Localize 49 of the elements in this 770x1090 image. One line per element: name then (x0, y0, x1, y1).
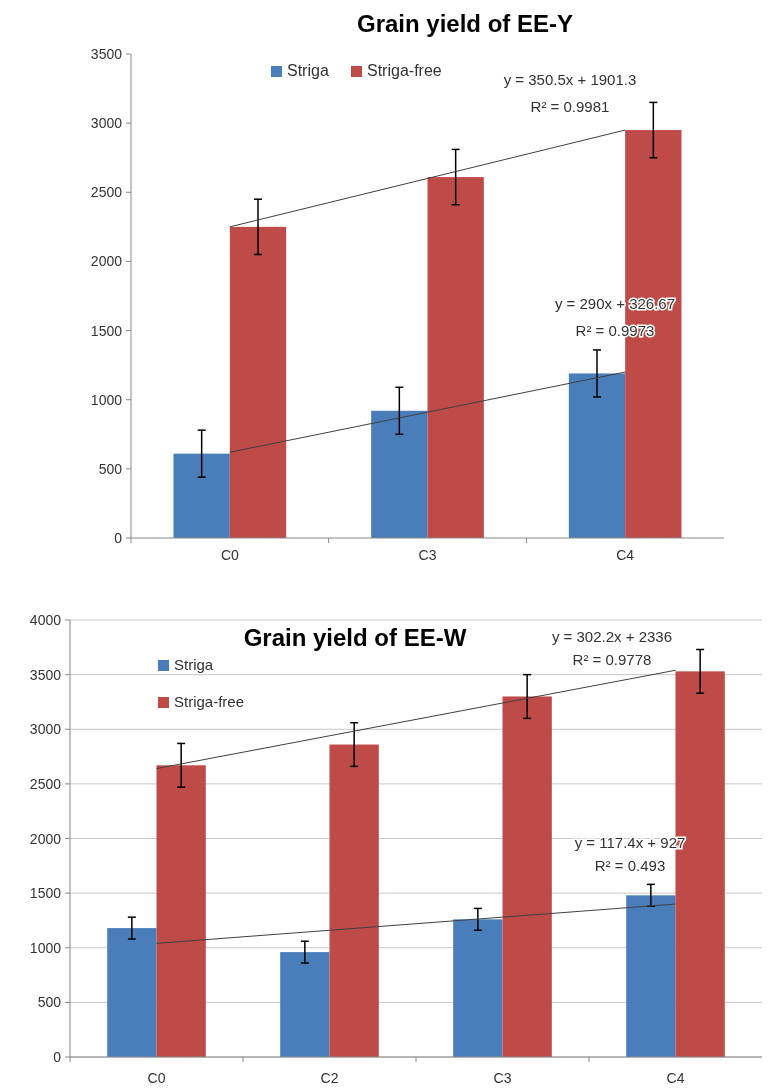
bar (280, 952, 330, 1057)
y-tick-label: 3000 (29, 721, 62, 738)
bar (568, 373, 626, 538)
bar (427, 177, 484, 538)
line-series (156, 903, 676, 944)
y-tick-label: 3500 (29, 666, 62, 683)
y-tick-label: 1500 (90, 322, 123, 339)
y-tick-label: 500 (98, 460, 123, 477)
x-tick-label: C3 (493, 1070, 512, 1086)
y-tick-label: 0 (53, 1049, 62, 1065)
bar (107, 928, 157, 1057)
annotation: y = 290x + 326.67 (554, 295, 676, 312)
y-tick-label: 1000 (29, 939, 62, 956)
legend-label: Striga-free (367, 62, 442, 79)
chart-title: Grain yield of EE-W (243, 624, 467, 651)
x-tick-label: C0 (147, 1070, 166, 1086)
legend-label: Striga-free (174, 693, 245, 710)
x-tick-label: C3 (418, 547, 437, 563)
x-tick-label: C4 (666, 1070, 685, 1086)
bar (371, 410, 428, 538)
annotation: y = 302.2x + 2336 (551, 628, 673, 645)
legend-label: Striga (287, 62, 329, 79)
legend-label: Striga (174, 656, 214, 673)
chart-title: Grain yield of EE-Y (356, 10, 574, 37)
bar (229, 226, 287, 538)
annotation: R² = 0.9981 (530, 98, 610, 115)
y-tick-label: 1000 (90, 391, 123, 408)
y-tick-label: 2000 (29, 830, 62, 847)
y-tick-label: 3500 (90, 46, 123, 62)
annotation: R² = 0.9778 (572, 651, 652, 668)
x-tick-label: C4 (616, 547, 635, 563)
bar (173, 453, 230, 538)
y-tick-label: 1500 (29, 885, 62, 902)
y-tick-label: 4000 (29, 612, 62, 628)
x-tick-label: C2 (320, 1070, 339, 1086)
bar (329, 744, 379, 1057)
y-tick-label: 2500 (90, 184, 123, 201)
bar (453, 919, 503, 1057)
y-tick-label: 2000 (90, 253, 123, 270)
annotation: R² = 0.493 (594, 857, 666, 874)
y-tick-label: 3000 (90, 115, 123, 132)
y-tick-label: 500 (37, 994, 62, 1011)
y-tick-label: 0 (114, 530, 123, 546)
bar (156, 765, 206, 1057)
x-tick-label: C0 (220, 547, 239, 563)
y-tick-label: 2500 (29, 775, 62, 792)
bar (502, 696, 552, 1057)
annotation: y = 350.5x + 1901.3 (503, 71, 637, 88)
bar (626, 895, 676, 1057)
